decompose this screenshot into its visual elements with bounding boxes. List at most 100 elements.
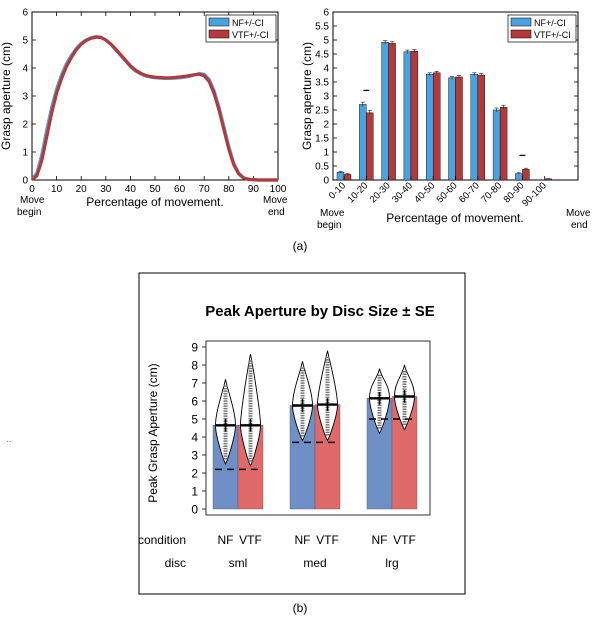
a-left-move-end-2: end: [268, 207, 285, 218]
a-right-bar-vtf: [366, 112, 374, 181]
a-right-bar-nf: [403, 51, 412, 181]
b-violins: [215, 350, 415, 467]
a-right-y-tick-label: 5.5: [315, 22, 329, 33]
a-left-legend-swatch-vtf: [208, 29, 230, 39]
b-condition-tick: VTF: [393, 533, 416, 547]
a-right-y-label: Grasp aperture (cm): [300, 42, 314, 150]
a-right-y-tick-label: 0.5: [315, 162, 329, 173]
a-left-x-tick-label: 100: [270, 184, 287, 195]
b-condition-tick: NF: [218, 533, 234, 547]
a-right-x-tick-label: 40-50: [412, 180, 437, 205]
b-y-tick-label: 4: [191, 431, 198, 445]
a-right-y-tick-label: 2: [323, 120, 329, 131]
a-left-y-label: Grasp aperture (cm): [0, 42, 13, 150]
chart-b: Peak Aperture by Disc Size ± SE 0 1 2 3 4 5 6 7…: [138, 272, 466, 595]
a-right-move-begin-2: begin: [317, 220, 341, 231]
a-right-bar-nf: [381, 42, 389, 181]
a-right-move-end-2: end: [571, 220, 588, 231]
a-left-legend: NF+/-CI VTF+/-CI: [205, 14, 277, 43]
b-disc-tick: sml: [229, 556, 248, 570]
b-violin-outline: [240, 354, 261, 467]
a-right-bar-nf: [426, 73, 434, 181]
a-right-bar-vtf: [522, 169, 530, 181]
b-condition-label: condition: [138, 533, 186, 547]
a-left-line-vtf: [31, 35, 278, 182]
chart-a-left: 0 1 2 3 4 5 6 0 10 20 30 40 50 60 70 80 90 100 Grasp ape…: [0, 8, 288, 219]
a-right-bar-vtf: [499, 106, 508, 181]
a-right-bar-nf: [448, 77, 456, 181]
a-right-x-tick-label: 50-60: [435, 180, 460, 205]
b-y-label: Peak Grasp Aperture (cm): [146, 363, 160, 502]
a-right-y-tick-label: 1: [323, 148, 329, 159]
a-right-bar-nf: [359, 104, 367, 181]
a-left-x-tick-label: 70: [199, 184, 211, 195]
a-right-y-tick-label: 4.5: [315, 50, 329, 61]
a-right-x-label: Percentage of movement.: [386, 211, 523, 225]
a-left-y-tick-label: 6: [22, 8, 28, 19]
b-y-tick-label: 3: [191, 449, 198, 463]
a-right-x-tick-label: 10-20: [345, 180, 370, 205]
a-left-x-label: Percentage of movement.: [86, 195, 223, 209]
a-left-y-tick-label: 3: [22, 92, 28, 103]
a-left-x-tick-label: 50: [149, 184, 161, 195]
a-left-y-tick-label: 2: [22, 120, 28, 131]
b-condition-tick: NF: [295, 533, 311, 547]
a-right-bar-vtf: [477, 74, 485, 181]
a-right-legend-swatch-vtf: [510, 29, 532, 39]
panel-a-label: (a): [293, 239, 308, 253]
a-left-move-begin-1: Move: [20, 195, 45, 206]
a-right-move-end-1: Move: [566, 208, 591, 219]
b-disc-label: disc: [165, 556, 186, 570]
a-left-legend-vtf: VTF+/-CI: [232, 30, 269, 40]
a-right-y-tick-label: 4: [323, 64, 329, 75]
b-y-tick-label: 9: [191, 341, 198, 355]
b-title: Peak Aperture by Disc Size ± SE: [205, 303, 434, 320]
a-right-x-tick-label: 30-40: [390, 180, 415, 205]
a-right-bar-nf: [470, 73, 478, 181]
a-left-x-tick-label: 90: [248, 184, 260, 195]
a-right-legend-swatch-nf: [510, 17, 532, 27]
b-y-tick-label: 7: [191, 377, 198, 391]
b-condition-tick: VTF: [239, 533, 262, 547]
a-right-x-tick-label: 70-80: [479, 180, 504, 205]
a-left-move-begin-2: begin: [17, 207, 41, 218]
a-right-x-tick-label: 20-30: [368, 180, 393, 205]
a-right-y-tick-label: 0: [323, 176, 329, 187]
a-left-x-tick-label: 60: [174, 184, 186, 195]
a-left-x-tick-label: 10: [51, 184, 63, 195]
a-right-bar-vtf: [410, 51, 419, 181]
b-y-tick-label: 5: [191, 413, 198, 427]
a-left-y-tick-label: 0: [22, 176, 28, 187]
a-right-legend-vtf: VTF+/-CI: [534, 30, 571, 40]
a-right-bar-vtf: [455, 76, 463, 181]
b-bars: [212, 396, 418, 510]
a-right-legend-nf: NF+/-CI: [534, 18, 566, 28]
a-right-bar-nf: [492, 109, 501, 181]
a-left-move-end-1: Move: [263, 195, 288, 206]
a-right-x-ticks: 0-1010-2020-3030-4040-5050-6060-7070-808…: [327, 176, 549, 209]
b-bar-vtf: [391, 396, 418, 510]
a-left-x-tick-label: 20: [76, 184, 88, 195]
a-left-y-ticks: 0 1 2 3 4 5 6: [22, 8, 278, 187]
b-y-tick-label: 1: [191, 485, 198, 499]
a-left-legend-nf: NF+/-CI: [232, 18, 264, 28]
b-y-ticks: 0 1 2 3 4 5 6 7 8 9: [191, 341, 206, 517]
b-condition-tick: NF: [372, 533, 388, 547]
a-right-y-tick-label: 1.5: [315, 134, 329, 145]
b-y-tick-label: 0: [191, 503, 198, 517]
a-right-bar-nf: [336, 171, 345, 181]
a-right-y-tick-label: 6: [323, 8, 329, 19]
b-reference-lines: [215, 418, 415, 471]
a-left-y-tick-label: 5: [22, 36, 28, 47]
chart-a-right: 0 0.5 1 1.5 2 2.5 3 3.5 4 4.5 5 5.5 6 0-1010-2020-30…: [300, 8, 591, 232]
a-right-legend: NF+/-CI VTF+/-CI: [507, 14, 577, 43]
stray-mark: ..: [6, 434, 12, 445]
a-right-y-ticks: 0 0.5 1 1.5 2 2.5 3 3.5 4 4.5 5 5.5 6: [315, 8, 578, 187]
a-right-y-tick-label: 3: [323, 92, 329, 103]
b-disc-ticks: sml med lrg: [229, 556, 399, 570]
b-condition-tick: VTF: [316, 533, 339, 547]
a-right-bar-vtf: [433, 72, 441, 181]
b-disc-tick: lrg: [385, 556, 398, 570]
b-condition-ticks: NF VTF NF VTF NF VTF: [218, 533, 416, 547]
a-left-y-tick-label: 4: [22, 64, 28, 75]
